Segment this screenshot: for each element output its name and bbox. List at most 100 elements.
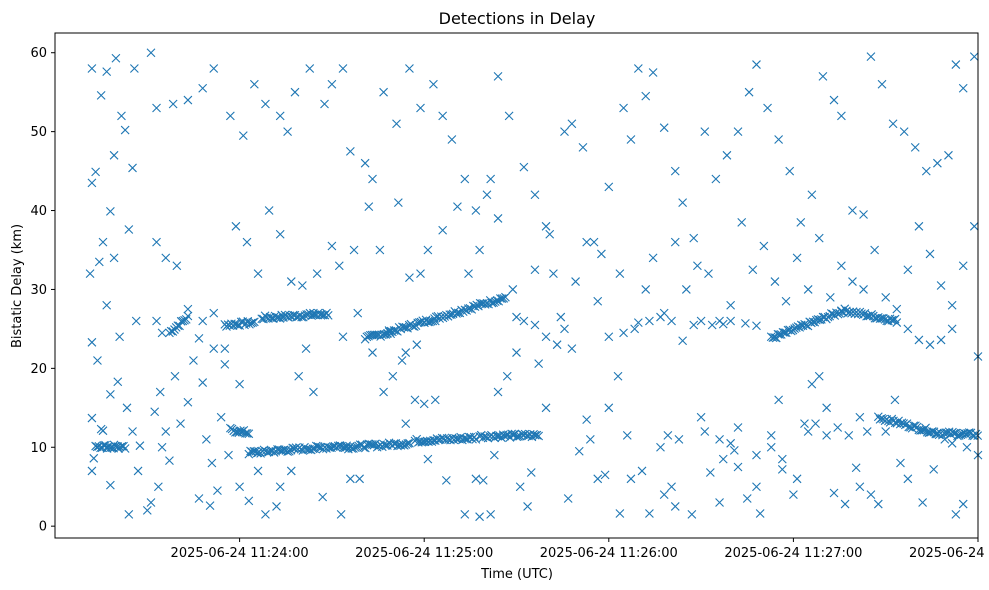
data-point bbox=[892, 318, 902, 327]
data-point bbox=[165, 456, 174, 466]
y-tick-label: 30 bbox=[30, 283, 47, 298]
data-point bbox=[833, 423, 843, 432]
data-point bbox=[464, 269, 473, 279]
data-point bbox=[519, 316, 529, 326]
data-point bbox=[360, 158, 370, 168]
data-point bbox=[515, 482, 525, 492]
data-point bbox=[582, 415, 592, 425]
data-point bbox=[663, 431, 673, 440]
data-point bbox=[89, 453, 99, 463]
data-point bbox=[700, 427, 710, 436]
data-point bbox=[224, 450, 233, 460]
data-point bbox=[91, 441, 101, 451]
data-point bbox=[419, 399, 429, 409]
data-point bbox=[534, 359, 544, 369]
data-point bbox=[401, 348, 411, 357]
data-point bbox=[364, 202, 374, 211]
data-point bbox=[109, 253, 119, 263]
data-point bbox=[102, 67, 112, 77]
data-point bbox=[327, 241, 337, 251]
data-point bbox=[447, 135, 457, 144]
data-point bbox=[870, 245, 880, 255]
data-point bbox=[770, 277, 780, 286]
data-point bbox=[379, 387, 388, 397]
data-point bbox=[678, 336, 688, 346]
data-point bbox=[216, 412, 226, 422]
data-point bbox=[600, 470, 610, 480]
data-point bbox=[176, 316, 186, 326]
data-point bbox=[545, 229, 555, 239]
data-point bbox=[936, 335, 946, 345]
data-point bbox=[637, 466, 647, 476]
data-point bbox=[225, 111, 235, 121]
data-point bbox=[493, 214, 503, 223]
data-point bbox=[413, 318, 423, 328]
data-point bbox=[146, 48, 156, 58]
data-point bbox=[161, 427, 171, 436]
data-point bbox=[244, 496, 254, 506]
data-point bbox=[87, 178, 97, 188]
data-point bbox=[969, 221, 979, 231]
data-point bbox=[803, 285, 813, 294]
data-point bbox=[541, 332, 551, 342]
data-point bbox=[619, 103, 628, 113]
data-point bbox=[567, 119, 577, 129]
data-point bbox=[811, 419, 820, 428]
data-point bbox=[309, 387, 318, 397]
x-axis-label: Time (UTC) bbox=[480, 567, 553, 582]
data-point bbox=[781, 296, 791, 306]
data-point bbox=[209, 344, 219, 354]
data-point bbox=[248, 318, 258, 327]
data-point bbox=[471, 474, 481, 484]
data-point bbox=[604, 332, 614, 342]
data-point bbox=[774, 395, 784, 405]
data-point bbox=[452, 309, 461, 318]
data-point bbox=[128, 163, 137, 173]
data-point bbox=[941, 428, 951, 437]
data-point bbox=[85, 269, 95, 279]
data-point bbox=[752, 321, 761, 331]
data-point bbox=[157, 442, 167, 452]
data-point bbox=[355, 474, 364, 484]
data-point bbox=[530, 320, 540, 330]
data-point bbox=[918, 498, 928, 507]
data-point bbox=[242, 428, 252, 438]
data-point bbox=[947, 324, 957, 334]
data-point bbox=[87, 413, 97, 423]
data-point bbox=[678, 198, 688, 208]
data-point bbox=[412, 340, 422, 350]
data-point bbox=[231, 221, 241, 231]
data-point bbox=[613, 371, 623, 381]
data-point bbox=[953, 431, 962, 441]
data-point bbox=[903, 474, 913, 484]
data-point bbox=[102, 300, 112, 310]
data-point bbox=[283, 127, 292, 137]
data-point bbox=[822, 431, 832, 440]
data-point bbox=[837, 261, 846, 271]
data-point bbox=[297, 281, 307, 290]
data-point bbox=[325, 443, 335, 453]
data-point bbox=[715, 434, 724, 444]
data-point bbox=[722, 150, 732, 160]
data-point bbox=[338, 332, 348, 342]
x-tick-label: 2025-06-24 11:26:00 bbox=[540, 546, 678, 561]
data-point bbox=[399, 323, 409, 332]
data-point bbox=[670, 237, 680, 247]
data-point bbox=[619, 328, 628, 338]
data-point bbox=[837, 111, 846, 121]
data-point bbox=[264, 206, 274, 215]
data-point bbox=[958, 499, 968, 509]
data-point bbox=[122, 403, 132, 413]
data-point bbox=[152, 103, 161, 113]
data-point bbox=[829, 95, 839, 105]
data-point bbox=[87, 466, 97, 476]
data-point bbox=[645, 316, 654, 326]
data-point bbox=[529, 429, 538, 439]
data-point bbox=[388, 371, 398, 381]
data-point bbox=[111, 53, 121, 63]
data-point bbox=[105, 390, 115, 399]
data-point bbox=[142, 505, 152, 515]
data-point bbox=[932, 158, 942, 168]
data-point bbox=[463, 304, 473, 313]
data-point bbox=[405, 438, 414, 448]
